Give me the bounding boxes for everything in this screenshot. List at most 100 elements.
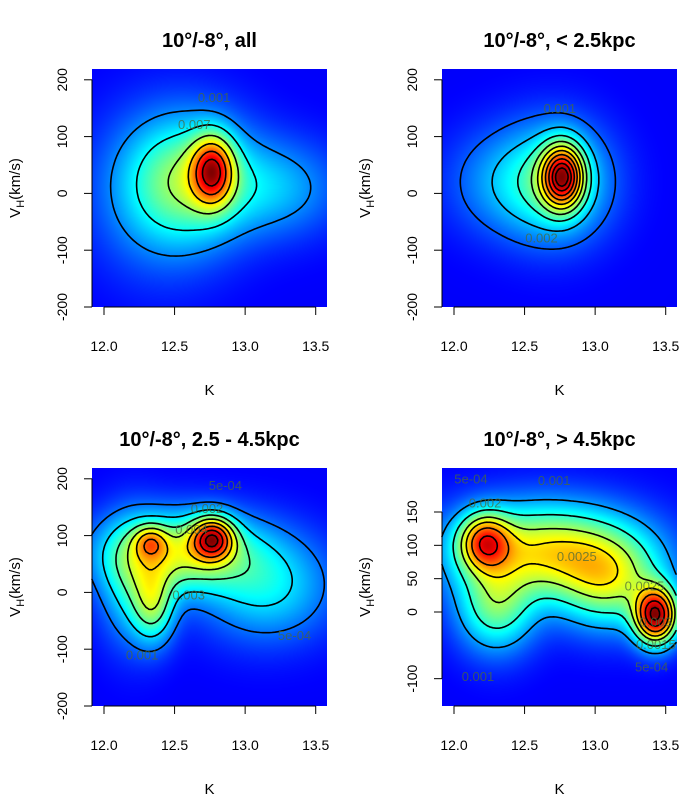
y-tick-label: -100 bbox=[54, 635, 70, 663]
y-label-unit: (km/s) bbox=[7, 158, 24, 200]
x-tick-label: 13.5 bbox=[302, 338, 329, 354]
contour-line bbox=[199, 529, 224, 553]
y-tick-label: -200 bbox=[404, 293, 420, 321]
contour-label: 0.002 bbox=[469, 496, 502, 511]
x-tick-label: 12.0 bbox=[90, 737, 117, 753]
y-axis-label: VH(km/s) bbox=[357, 557, 377, 617]
contour-label: 5e-04 bbox=[454, 472, 487, 487]
contour-line bbox=[460, 516, 676, 641]
contour-line bbox=[478, 535, 666, 627]
contour-label: 0.001 bbox=[462, 669, 495, 684]
y-axis-label: VH(km/s) bbox=[7, 158, 27, 218]
y-tick-label: 150 bbox=[404, 500, 420, 524]
density-heatmap bbox=[92, 468, 327, 706]
contour-label: 0.001 bbox=[126, 647, 159, 662]
contour-line bbox=[536, 145, 584, 210]
panel-title: 10°/-8°, 2.5 - 4.5kpc bbox=[119, 429, 300, 451]
contour-line bbox=[441, 498, 677, 655]
contour-label: 0.001 bbox=[198, 90, 231, 105]
y-tick-label: 200 bbox=[54, 467, 70, 491]
x-tick-label: 12.5 bbox=[511, 338, 538, 354]
y-label-subscript: H bbox=[15, 599, 27, 607]
contour-line bbox=[541, 149, 581, 206]
contour-line bbox=[135, 521, 233, 571]
x-tick-label: 12.0 bbox=[440, 338, 467, 354]
y-tick-label: 0 bbox=[54, 588, 70, 596]
y-tick-label: 0 bbox=[404, 189, 420, 197]
contour-line bbox=[143, 525, 229, 559]
x-tick-label: 13.0 bbox=[582, 737, 609, 753]
y-tick-label: 200 bbox=[54, 68, 70, 92]
contour-label: 0.004 bbox=[175, 522, 208, 537]
contour-line bbox=[544, 153, 578, 201]
y-tick-label: 50 bbox=[404, 571, 420, 587]
y-tick-label: -200 bbox=[54, 293, 70, 321]
contour-label: 0.007 bbox=[178, 117, 211, 132]
y-label-main: V bbox=[7, 208, 24, 218]
x-tick-label: 13.0 bbox=[582, 338, 609, 354]
y-tick-label: 100 bbox=[404, 125, 420, 149]
contour-line bbox=[187, 142, 233, 205]
contour-line bbox=[135, 124, 258, 232]
x-axis-label: K bbox=[554, 781, 564, 798]
contour-line bbox=[465, 521, 673, 637]
contour-label: 0.001 bbox=[544, 101, 577, 116]
x-tick-label: 12.5 bbox=[511, 737, 538, 753]
x-axis-label: K bbox=[204, 382, 214, 399]
contour-label: 5e-04 bbox=[635, 660, 668, 675]
y-label-subscript: H bbox=[365, 200, 377, 208]
y-label-main: V bbox=[357, 208, 374, 218]
x-tick-label: 13.5 bbox=[652, 737, 679, 753]
contour-label: 0.001 bbox=[538, 473, 571, 488]
contour-line bbox=[452, 509, 677, 647]
y-axis-label: VH(km/s) bbox=[357, 158, 377, 218]
panel-title: 10°/-8°, < 2.5kpc bbox=[483, 30, 635, 52]
y-tick-label: -200 bbox=[54, 692, 70, 720]
y-label-unit: (km/s) bbox=[7, 557, 24, 599]
contour-line bbox=[551, 162, 572, 192]
x-tick-label: 12.0 bbox=[440, 737, 467, 753]
contour-label: 0.003 bbox=[172, 588, 205, 603]
y-tick-label: 100 bbox=[54, 125, 70, 149]
contour-label: 0.003 bbox=[640, 614, 673, 629]
y-label-subscript: H bbox=[15, 200, 27, 208]
y-tick-label: 100 bbox=[54, 524, 70, 548]
x-axis-label: K bbox=[554, 382, 564, 399]
contour-line bbox=[554, 167, 569, 188]
contour-label: 0.002 bbox=[191, 501, 224, 516]
contour-label: 5e-04 bbox=[209, 478, 242, 493]
x-tick-label: 13.5 bbox=[652, 338, 679, 354]
contour-line bbox=[530, 140, 588, 216]
y-tick-label: 100 bbox=[404, 533, 420, 557]
y-label-unit: (km/s) bbox=[357, 158, 374, 200]
contour-line bbox=[204, 534, 219, 548]
contour-line bbox=[201, 158, 222, 187]
y-tick-label: 200 bbox=[404, 68, 420, 92]
y-label-unit: (km/s) bbox=[357, 557, 374, 599]
contour-line bbox=[649, 606, 661, 621]
contour-line bbox=[101, 509, 293, 638]
density-heatmap bbox=[92, 69, 327, 307]
contour-line bbox=[126, 518, 239, 611]
contour-line bbox=[91, 501, 326, 653]
contour-line bbox=[517, 134, 593, 222]
contour-label: 0.0025 bbox=[557, 549, 597, 564]
y-tick-label: 0 bbox=[54, 189, 70, 197]
x-tick-label: 13.0 bbox=[232, 737, 259, 753]
contour-line bbox=[459, 111, 617, 250]
y-tick-label: 0 bbox=[404, 608, 420, 616]
x-tick-label: 12.5 bbox=[161, 338, 188, 354]
contour-label: 0.0025 bbox=[625, 578, 665, 593]
contour-line bbox=[548, 158, 576, 197]
contour-line bbox=[167, 134, 240, 215]
x-tick-label: 13.5 bbox=[302, 737, 329, 753]
contour-label: 0.0015 bbox=[636, 637, 676, 652]
contour-line bbox=[109, 109, 312, 257]
y-label-subscript: H bbox=[365, 599, 377, 607]
y-tick-label: -100 bbox=[404, 664, 420, 692]
contour-label: 0.002 bbox=[525, 231, 558, 246]
panel-title: 10°/-8°, all bbox=[162, 30, 257, 52]
x-axis-label: K bbox=[204, 781, 214, 798]
